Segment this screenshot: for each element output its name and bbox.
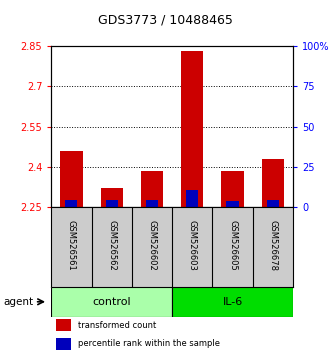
Bar	[56, 338, 71, 350]
Text: control: control	[92, 297, 131, 307]
Bar	[146, 200, 158, 207]
Bar	[262, 159, 284, 207]
Text: GSM526605: GSM526605	[228, 220, 237, 271]
Bar	[267, 200, 279, 207]
Text: IL-6: IL-6	[222, 297, 243, 307]
Bar	[66, 200, 77, 207]
Bar	[51, 287, 172, 317]
Bar	[221, 171, 244, 207]
Text: GDS3773 / 10488465: GDS3773 / 10488465	[98, 13, 233, 27]
Bar	[181, 51, 203, 207]
Bar	[101, 188, 123, 207]
Bar	[141, 171, 163, 207]
Bar	[60, 151, 82, 207]
Text: transformed count: transformed count	[78, 321, 156, 330]
Bar	[226, 201, 239, 207]
Bar	[186, 190, 198, 207]
Text: GSM526561: GSM526561	[67, 220, 76, 271]
Text: GSM526602: GSM526602	[148, 220, 157, 271]
Bar	[56, 319, 71, 331]
Text: GSM526603: GSM526603	[188, 220, 197, 271]
Text: percentile rank within the sample: percentile rank within the sample	[78, 339, 220, 348]
Text: agent: agent	[3, 297, 33, 307]
Bar	[172, 287, 293, 317]
Text: GSM526562: GSM526562	[107, 220, 116, 271]
Text: GSM526678: GSM526678	[268, 220, 277, 271]
Bar	[106, 200, 118, 207]
